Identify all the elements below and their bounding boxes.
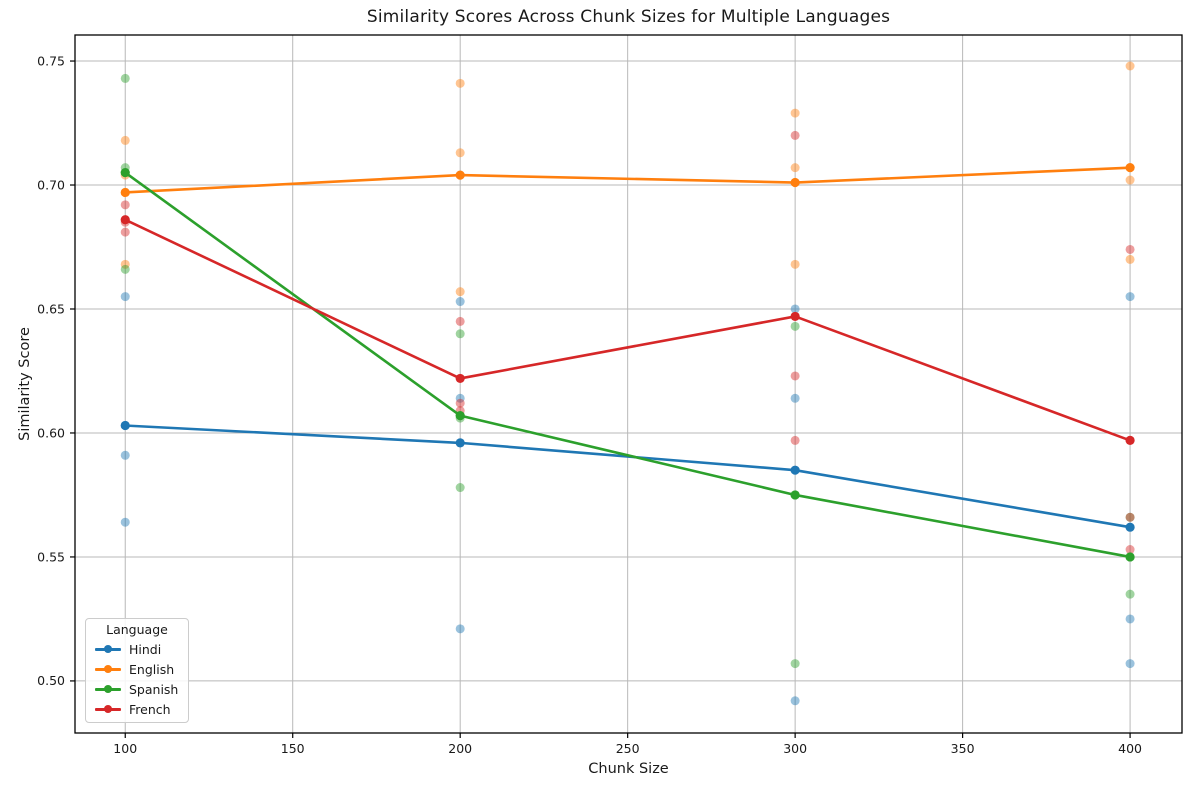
- chart-title: Similarity Scores Across Chunk Sizes for…: [366, 7, 891, 27]
- scatter-point-hindi: [455, 624, 465, 634]
- y-tick-label: 0.55: [37, 549, 65, 564]
- scatter-point-french: [120, 200, 130, 210]
- scatter-point-french: [455, 398, 465, 408]
- legend-item-label: French: [129, 701, 171, 717]
- legend-item-label: Hindi: [129, 641, 162, 657]
- x-tick-label: 400: [1118, 741, 1142, 756]
- scatter-point-french: [120, 227, 130, 237]
- scatter-point-english: [790, 259, 800, 269]
- mean-marker-hindi: [1125, 522, 1135, 532]
- scatter-point-hindi: [1125, 614, 1135, 624]
- scatter-point-french: [790, 130, 800, 140]
- scatter-point-english: [790, 163, 800, 173]
- scatter-point-english: [455, 148, 465, 158]
- scatter-point-spanish: [790, 321, 800, 331]
- mean-line-english: [123, 166, 1132, 194]
- scatter-point-hindi: [120, 292, 130, 302]
- mean-marker-hindi: [455, 438, 465, 448]
- legend-item-label: English: [129, 661, 175, 677]
- scatter-point-spanish: [455, 483, 465, 493]
- mean-marker-spanish: [1125, 552, 1135, 562]
- mean-marker-french: [790, 311, 800, 322]
- scatter-point-hindi: [120, 450, 130, 460]
- mean-marker-english: [1125, 163, 1135, 173]
- mean-marker-french: [120, 215, 130, 225]
- mean-marker-hindi: [790, 465, 800, 475]
- scatter-point-french: [790, 435, 800, 445]
- legend-item-hindi: Hindi: [86, 639, 188, 659]
- scatter-point-hindi: [1125, 659, 1135, 669]
- y-axis-label: Similarity Score: [17, 327, 33, 441]
- legend: Language Hindi English Spanish French: [85, 618, 189, 723]
- mean-line-french: [123, 218, 1132, 442]
- scatter-point-english: [1125, 61, 1135, 71]
- scatter-point-spanish: [120, 264, 130, 274]
- scatter-point-english: [455, 287, 465, 297]
- scatter-point-english: [120, 135, 130, 145]
- legend-item-label: Spanish: [129, 681, 179, 697]
- scatter-point-french: [1125, 512, 1135, 522]
- y-tick-label: 0.50: [37, 673, 65, 688]
- scatter-point-english: [455, 78, 465, 88]
- legend-title: Language: [106, 622, 168, 637]
- mean-marker-spanish: [455, 411, 465, 421]
- scatter-point-spanish: [1125, 512, 1135, 522]
- scatter-point-spanish: [1125, 589, 1135, 599]
- scatter-point-spanish: [120, 73, 130, 83]
- mean-marker-english: [790, 177, 800, 188]
- scatter-point-hindi: [790, 393, 800, 403]
- scatter-point-french: [1125, 244, 1135, 254]
- scatter-point-english: [790, 108, 800, 118]
- scatter-point-french: [455, 316, 465, 326]
- scatter-point-hindi: [790, 304, 800, 314]
- legend-marker-hindi-icon: [95, 645, 121, 653]
- y-tick-label: 0.60: [37, 425, 65, 440]
- y-tick-label: 0.65: [37, 301, 65, 316]
- x-tick-label: 100: [113, 741, 137, 756]
- x-tick-label: 250: [616, 741, 640, 756]
- mean-marker-spanish: [120, 168, 130, 178]
- scatter-point-hindi: [455, 297, 465, 307]
- x-tick-label: 300: [783, 741, 807, 756]
- scatter-point-spanish: [790, 659, 800, 669]
- mean-marker-french: [455, 373, 465, 384]
- legend-item-spanish: Spanish: [86, 679, 188, 699]
- legend-marker-english-icon: [95, 665, 121, 673]
- scatter-point-spanish: [455, 329, 465, 339]
- scatter-point-hindi: [120, 517, 130, 527]
- mean-marker-spanish: [790, 490, 800, 500]
- legend-item-french: French: [86, 699, 188, 719]
- scatter-point-french: [790, 371, 800, 381]
- mean-marker-hindi: [120, 420, 130, 431]
- scatter-point-french: [1125, 545, 1135, 555]
- scatter-point-english: [1125, 175, 1135, 185]
- x-tick-label: 150: [281, 741, 305, 756]
- scatter-point-hindi: [790, 696, 800, 706]
- mean-line-spanish: [123, 171, 1132, 559]
- legend-marker-spanish-icon: [95, 685, 121, 693]
- x-axis-label: Chunk Size: [588, 761, 669, 777]
- mean-marker-english: [120, 187, 130, 198]
- y-tick-label: 0.70: [37, 177, 65, 192]
- axes-spines: [74, 34, 1183, 734]
- x-tick-label: 200: [448, 741, 472, 756]
- scatter-point-english: [1125, 254, 1135, 264]
- mean-marker-english: [455, 170, 465, 180]
- scatter-point-english: [120, 259, 130, 269]
- legend-item-english: English: [86, 659, 188, 679]
- legend-marker-french-icon: [95, 705, 121, 713]
- scatter-point-hindi: [455, 393, 465, 403]
- scatter-point-hindi: [1125, 292, 1135, 302]
- x-tick-label: 350: [951, 741, 975, 756]
- y-tick-label: 0.75: [37, 53, 65, 68]
- mean-marker-french: [1125, 435, 1135, 446]
